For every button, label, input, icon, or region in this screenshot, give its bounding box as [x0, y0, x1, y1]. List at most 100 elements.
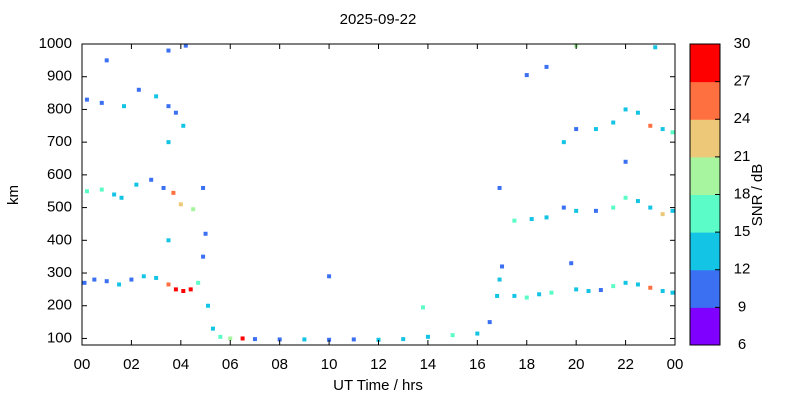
colorbar-tick-label: 6 — [738, 336, 746, 353]
colorbar-segment — [690, 307, 720, 346]
y-tick-label: 1000 — [39, 35, 72, 52]
y-tick-label: 300 — [47, 264, 72, 281]
data-point — [277, 337, 282, 342]
data-point — [544, 215, 549, 220]
colorbar-tick-label: 24 — [734, 110, 751, 127]
data-point — [524, 73, 529, 78]
y-tick-label: 700 — [47, 133, 72, 150]
data-point — [425, 334, 430, 339]
data-point — [104, 279, 109, 284]
colorbar-segment — [690, 232, 720, 271]
data-point — [149, 177, 154, 182]
data-point — [173, 110, 178, 115]
colorbar-segment — [690, 44, 720, 83]
data-point — [487, 320, 492, 325]
plot-frame — [81, 43, 676, 346]
data-point — [475, 331, 480, 336]
y-tick-label: 500 — [47, 199, 72, 216]
colorbar-segment — [690, 81, 720, 120]
data-point — [181, 289, 186, 294]
data-point — [670, 290, 675, 295]
data-point — [495, 293, 500, 298]
data-point — [512, 293, 517, 298]
data-point — [569, 261, 574, 266]
x-tick-label: 06 — [222, 356, 239, 373]
x-tick-label: 10 — [321, 356, 338, 373]
data-point — [228, 336, 233, 341]
data-point — [171, 190, 176, 195]
x-tick-label: 22 — [617, 356, 634, 373]
data-point — [218, 334, 223, 339]
data-point — [586, 289, 591, 294]
y-tick-label: 900 — [47, 68, 72, 85]
x-tick-label: 20 — [568, 356, 585, 373]
data-point — [670, 208, 675, 213]
data-point — [524, 295, 529, 300]
data-point — [376, 337, 381, 342]
y-tick-label: 800 — [47, 100, 72, 117]
data-point — [134, 182, 139, 187]
data-point — [166, 238, 171, 243]
chart-title: 2025-09-22 — [340, 11, 417, 28]
data-point — [117, 282, 122, 287]
data-point — [196, 280, 201, 285]
data-point — [623, 195, 628, 200]
data-point — [141, 274, 146, 279]
data-point — [574, 127, 579, 132]
data-point — [420, 305, 425, 310]
colorbar-tick-label: 18 — [734, 185, 751, 202]
data-point — [660, 289, 665, 294]
data-point — [497, 185, 502, 190]
data-point — [327, 274, 332, 279]
data-point — [648, 123, 653, 128]
data-point — [173, 287, 178, 292]
data-point — [112, 192, 117, 197]
data-point — [154, 275, 159, 280]
x-axis-label: UT Time / hrs — [333, 377, 423, 394]
colorbar-tick-label: 12 — [734, 261, 751, 278]
data-point — [623, 280, 628, 285]
x-tick-label: 16 — [469, 356, 486, 373]
y-tick-label: 600 — [47, 166, 72, 183]
data-point — [129, 277, 134, 282]
data-point — [593, 208, 598, 213]
data-point — [240, 336, 245, 341]
data-point — [99, 187, 104, 192]
data-point — [201, 254, 206, 259]
data-point — [593, 127, 598, 132]
x-tick-label: 04 — [172, 356, 189, 373]
x-tick-label: 12 — [370, 356, 387, 373]
data-point — [500, 264, 505, 269]
colorbar-tick-label: 27 — [734, 73, 751, 90]
colorbar-tick-label: 30 — [734, 35, 751, 52]
data-point — [188, 287, 193, 292]
data-point — [351, 337, 356, 342]
colorbar-segment — [690, 156, 720, 195]
data-point — [561, 205, 566, 210]
data-point — [561, 140, 566, 145]
data-point — [201, 185, 206, 190]
data-point — [611, 120, 616, 125]
data-point — [206, 303, 211, 308]
colorbar-tick-label: 21 — [734, 148, 751, 165]
data-point — [401, 337, 406, 342]
y-tick-label: 200 — [47, 297, 72, 314]
colorbar-label: SNR / dB — [749, 164, 766, 227]
data-point — [611, 205, 616, 210]
x-tick-label: 00 — [667, 356, 684, 373]
data-point — [122, 104, 127, 109]
data-point — [166, 140, 171, 145]
data-point — [181, 123, 186, 128]
data-point — [191, 207, 196, 212]
x-tick-label: 00 — [74, 356, 91, 373]
data-point — [529, 217, 534, 222]
data-point — [84, 189, 89, 194]
data-point — [497, 277, 502, 282]
data-point — [670, 130, 675, 135]
data-point — [574, 208, 579, 213]
data-point — [166, 48, 171, 53]
data-point — [660, 127, 665, 132]
colorbar-tick-label: 15 — [734, 223, 751, 240]
data-point — [84, 97, 89, 102]
data-point — [252, 337, 257, 342]
